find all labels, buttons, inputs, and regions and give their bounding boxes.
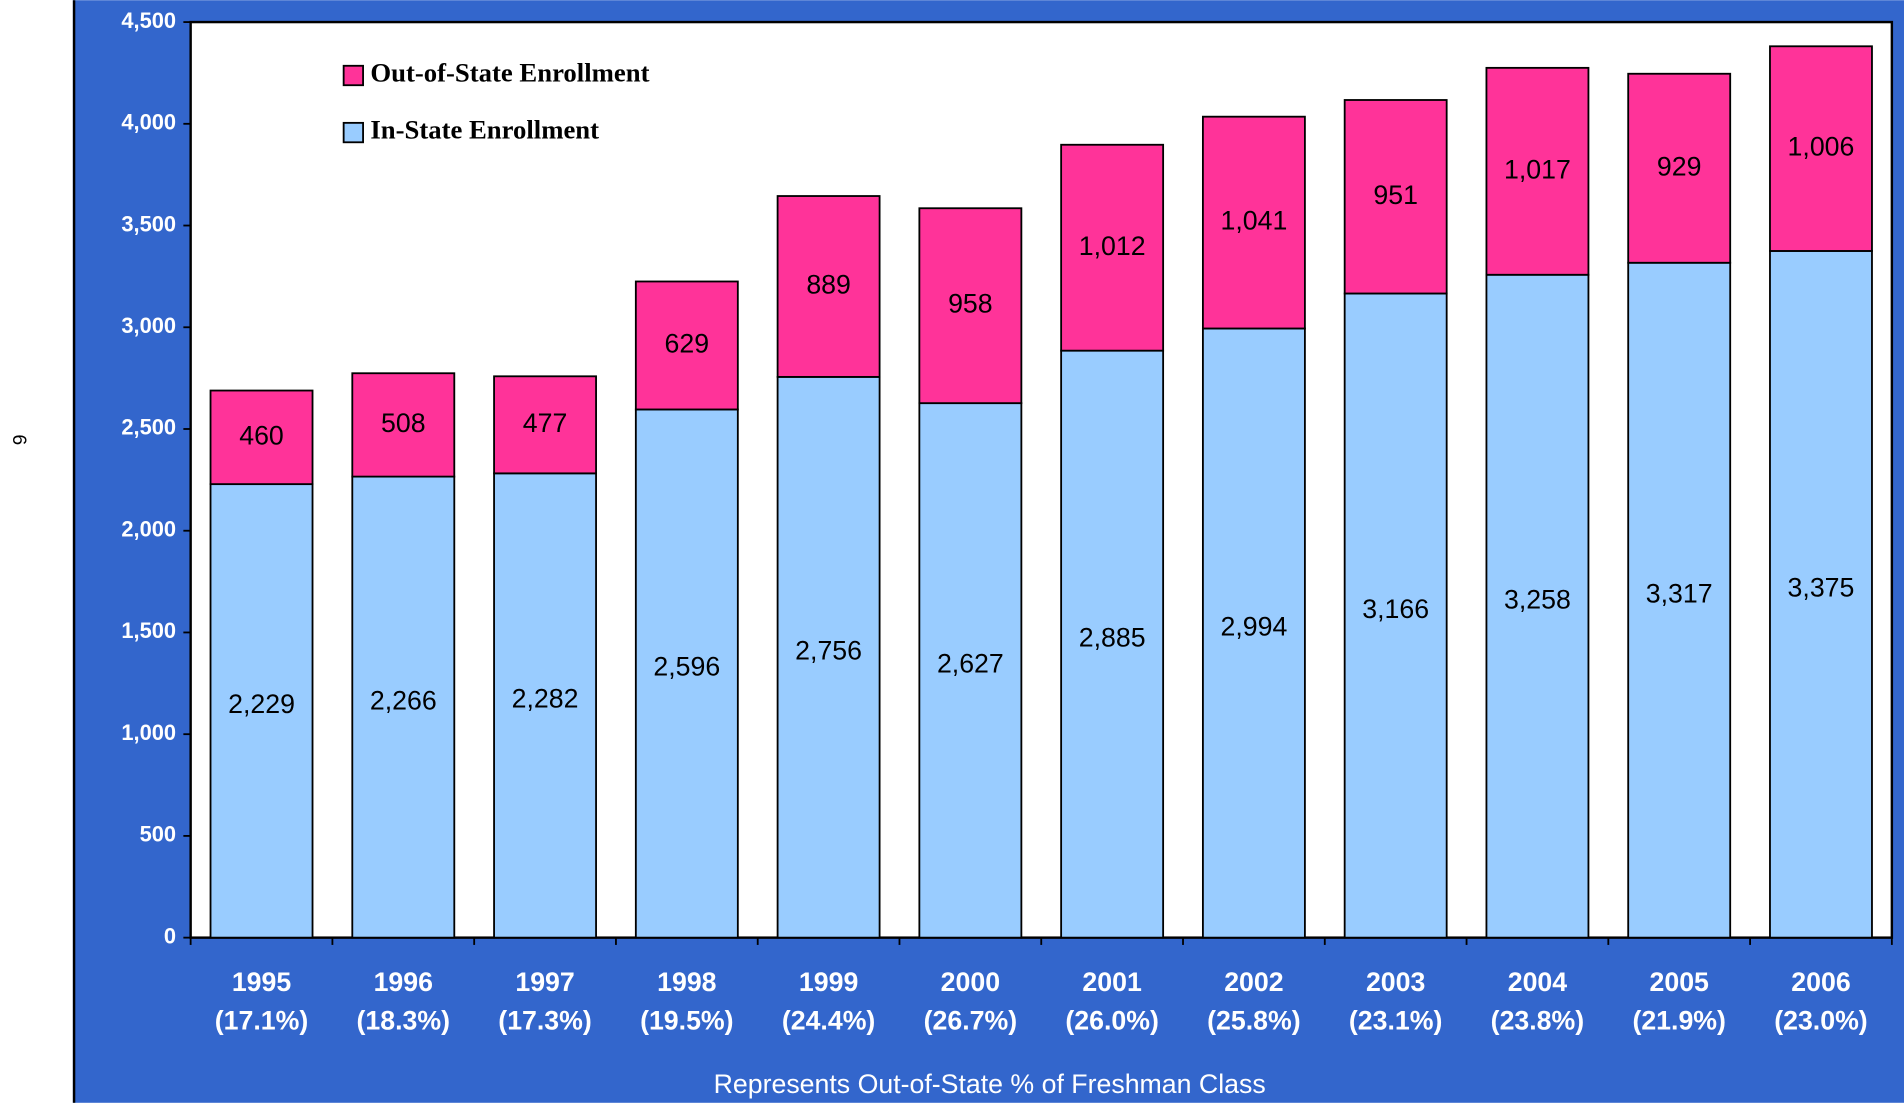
bar-segment: [634, 408, 739, 939]
plot-area: [189, 20, 1894, 939]
x-tick-label: 2005: [1650, 967, 1710, 997]
bar-segment: [1627, 72, 1732, 264]
x-tick-note: (26.0%): [1065, 1006, 1159, 1036]
bar-segment: [1485, 66, 1590, 276]
x-tick-label: 2001: [1082, 967, 1142, 997]
y-tick-label: 1,500: [121, 618, 176, 643]
x-tick-label: 1999: [799, 967, 858, 997]
bar-segment: [351, 475, 456, 939]
bar-segment: [1060, 349, 1165, 939]
x-tick-note: (24.4%): [782, 1006, 876, 1036]
x-tick-label: 2003: [1366, 967, 1425, 997]
x-tick-note: (23.8%): [1491, 1006, 1585, 1036]
y-tick-label: 4,500: [121, 8, 176, 33]
bar-segment: [1201, 115, 1306, 330]
y-tick-label: 1,000: [121, 720, 176, 745]
bar-segment: [776, 195, 881, 378]
bar-segment: [1060, 143, 1165, 352]
y-tick-label: 2,500: [121, 415, 176, 440]
legend-swatch: [342, 121, 364, 144]
data-label: 3,258: [1504, 584, 1571, 614]
bar-segment: [776, 375, 881, 939]
bar-segment: [1769, 45, 1873, 252]
data-label: 629: [665, 329, 710, 359]
data-label: 2,596: [653, 652, 720, 682]
data-label: 460: [239, 420, 284, 450]
x-tick-note: (26.7%): [924, 1006, 1018, 1036]
bar-segment: [209, 389, 314, 486]
legend-label: Out-of-State Enrollment: [370, 58, 649, 88]
x-tick-note: (25.8%): [1207, 1006, 1301, 1036]
y-tick-label: 3,500: [121, 211, 176, 236]
data-label: 889: [806, 270, 851, 300]
bar-segment: [493, 472, 597, 939]
x-tick-note: (21.9%): [1632, 1006, 1726, 1036]
data-label: 951: [1373, 180, 1418, 210]
x-tick-label: 2004: [1508, 967, 1568, 997]
data-label: 2,229: [228, 689, 295, 719]
x-tick-note: (17.3%): [498, 1006, 592, 1036]
y-tick-label: 4,000: [121, 110, 176, 135]
x-tick-note: (18.3%): [357, 1006, 451, 1036]
data-label: 477: [523, 408, 568, 438]
x-tick-label: 1996: [374, 967, 433, 997]
y-tick-label: 2,000: [121, 516, 176, 541]
x-tick-label: 1998: [657, 967, 717, 997]
bar-segment: [1201, 327, 1306, 939]
data-label: 1,017: [1504, 154, 1571, 184]
bar-segment: [1485, 273, 1590, 939]
data-label: 2,756: [795, 635, 862, 665]
legend-swatch: [342, 64, 364, 87]
data-label: 2,266: [370, 685, 437, 715]
data-label: 2,994: [1220, 611, 1287, 641]
bar-segment: [351, 372, 456, 478]
data-label: 2,282: [512, 684, 579, 714]
x-tick-label: 2002: [1224, 967, 1283, 997]
bar-segment: [634, 280, 739, 411]
y-tick-label: 500: [140, 822, 176, 847]
data-label: 508: [381, 408, 426, 438]
y-tick-label: 3,000: [121, 313, 176, 338]
bar-segment: [918, 402, 1023, 939]
data-label: 2,627: [937, 649, 1004, 679]
bar-segment: [1769, 250, 1873, 939]
legend-label: In-State Enrollment: [370, 115, 599, 145]
x-tick-note: (23.0%): [1774, 1006, 1868, 1036]
bar-segment: [1343, 99, 1448, 295]
data-label: 3,375: [1788, 573, 1855, 603]
data-label: 958: [948, 289, 993, 319]
data-label: 1,041: [1220, 206, 1287, 236]
x-axis-label: Represents Out-of-State % of Freshman Cl…: [714, 1069, 1266, 1099]
data-label: 929: [1657, 151, 1702, 181]
data-label: 3,166: [1362, 594, 1429, 624]
data-label: 3,317: [1646, 578, 1713, 608]
x-tick-label: 1995: [232, 967, 292, 997]
bar-segment: [918, 207, 1023, 405]
bar-segment: [1627, 261, 1732, 939]
bar-segment: [493, 375, 597, 475]
data-label: 1,006: [1788, 132, 1855, 162]
data-label: 1,012: [1079, 231, 1146, 261]
bar-segment: [209, 483, 314, 939]
x-tick-label: 2000: [941, 967, 1000, 997]
x-tick-label: 1997: [515, 967, 574, 997]
y-tick-label: 0: [164, 923, 176, 948]
x-tick-label: 2006: [1791, 967, 1850, 997]
page-number: 6: [8, 434, 30, 445]
x-tick-note: (19.5%): [640, 1006, 734, 1036]
x-tick-note: (23.1%): [1349, 1006, 1443, 1036]
bar-segment: [1343, 292, 1448, 939]
x-tick-note: (17.1%): [215, 1006, 309, 1036]
data-label: 2,885: [1079, 622, 1146, 652]
